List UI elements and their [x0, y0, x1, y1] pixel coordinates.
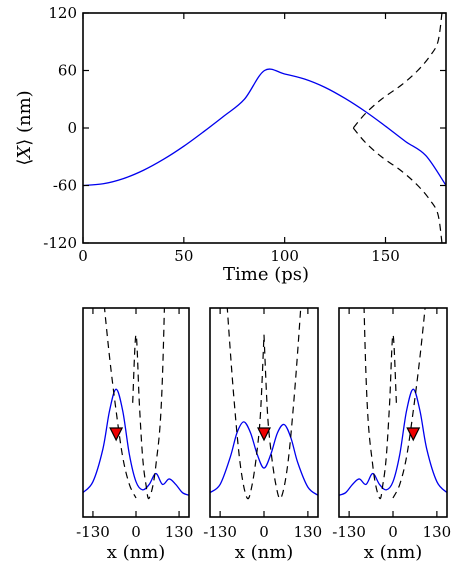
- top-plot-frame: [82, 12, 447, 244]
- top-x-ticks: 0 50 100 150: [78, 13, 400, 265]
- panel-series-group: [339, 308, 447, 500]
- top-x-tick-label: 100: [270, 247, 299, 265]
- density-line: [83, 388, 189, 496]
- panel-x-axis-label: x (nm): [364, 542, 423, 563]
- top-y-tick-label: -60: [53, 177, 77, 195]
- top-trajectory-line: [83, 68, 446, 187]
- panel-x-tick-label: 0: [388, 523, 398, 541]
- panel-x-tick-label: -130: [203, 523, 237, 541]
- panel-frame: [338, 307, 448, 518]
- y-axis-variable: X: [14, 145, 35, 161]
- y-axis-unit: (nm): [14, 90, 35, 133]
- position-marker: [257, 427, 271, 442]
- panel-x-tick-label: 130: [165, 523, 194, 541]
- angle-bracket-left: ⟨: [14, 159, 35, 166]
- panel-x-tick-label: -130: [332, 523, 366, 541]
- panel-x-tick-label: -130: [76, 523, 110, 541]
- top-chart: 0 50 100 150 120 60 0 -60 -120 Time (ps) ⟨X⟩ (n…: [14, 4, 447, 285]
- panel-x-tick-label: 0: [259, 523, 269, 541]
- top-plot-area: [82, 12, 447, 244]
- potential-dashed-curve: [363, 308, 397, 500]
- panel-x-tick-label: 130: [294, 523, 323, 541]
- panel-x-axis-label: x (nm): [235, 542, 294, 563]
- top-y-ticks: 120 60 0 -60 -120: [43, 4, 446, 252]
- top-y-tick-label: 60: [58, 62, 77, 80]
- position-marker: [109, 427, 124, 442]
- potential-dashed-curve: [263, 308, 302, 500]
- top-dashed-curve-1: [352, 13, 443, 129]
- top-y-axis-label: ⟨X⟩ (nm): [14, 90, 35, 165]
- panel-frame: [82, 307, 190, 518]
- potential-dashed-curve: [226, 308, 265, 500]
- top-x-tick-label: 150: [371, 247, 400, 265]
- top-y-tick-label: 0: [67, 119, 77, 137]
- potential-dashed-curve: [132, 308, 165, 500]
- panel-x-axis-label: x (nm): [107, 542, 166, 563]
- top-y-tick-label: 120: [48, 4, 77, 22]
- angle-bracket-right: ⟩: [14, 133, 35, 146]
- top-series-group: [83, 13, 446, 243]
- top-y-tick-label: -120: [43, 234, 77, 252]
- potential-dashed-curve: [103, 308, 137, 499]
- density-line: [210, 421, 318, 496]
- panel-series-group: [83, 308, 189, 500]
- panel-x-tick-label: 0: [131, 523, 141, 541]
- panel-x-tick-label: 130: [423, 523, 452, 541]
- top-x-axis-label: Time (ps): [223, 264, 309, 285]
- top-dashed-curve-2: [352, 127, 443, 243]
- position-marker: [406, 427, 421, 442]
- potential-dashed-curve: [392, 308, 426, 499]
- top-x-tick-label: 50: [174, 247, 193, 265]
- density-line: [339, 388, 447, 496]
- top-x-tick-label: 0: [78, 247, 88, 265]
- panel-series-group: [210, 308, 318, 500]
